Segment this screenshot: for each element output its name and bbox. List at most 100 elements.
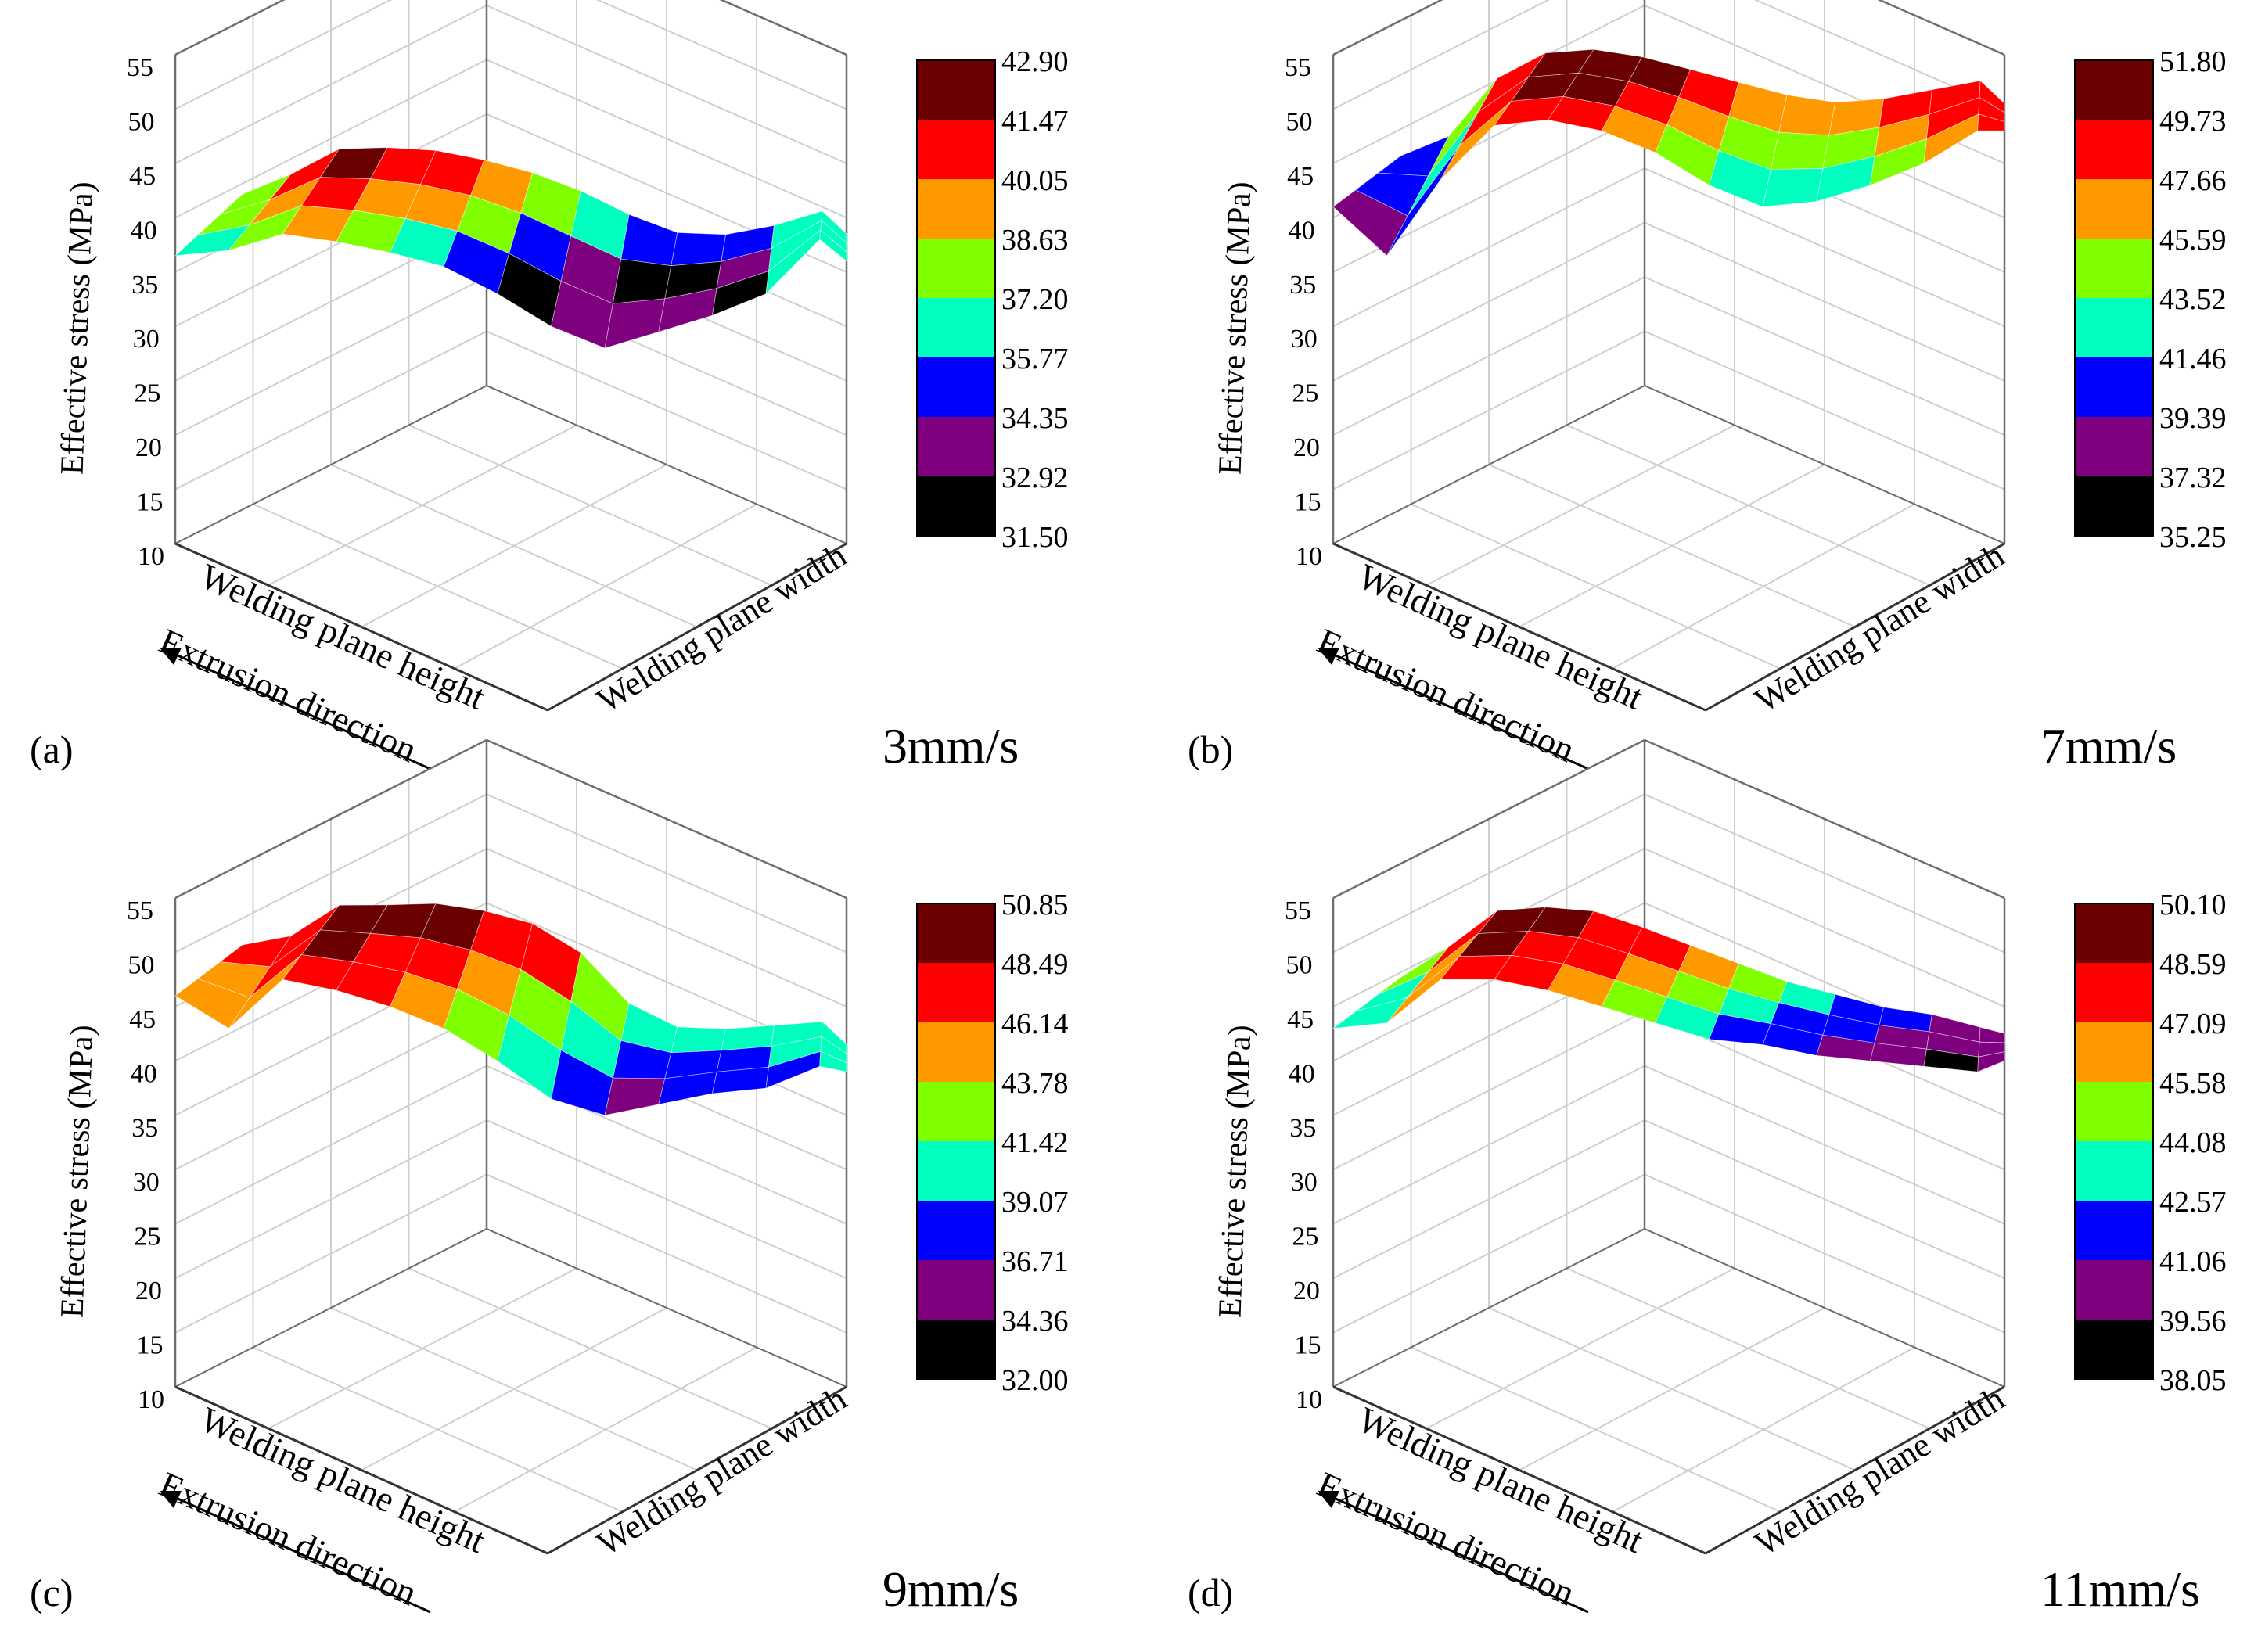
z-tick-label: 40 xyxy=(131,1059,157,1088)
grid-line-floor xyxy=(361,1307,667,1471)
colorbar-swatch xyxy=(2075,1082,2153,1141)
box-edge xyxy=(1332,1385,1706,1555)
z-tick-label: 15 xyxy=(136,488,163,517)
box-edge xyxy=(547,542,847,712)
colorbar-level-label: 50.85 xyxy=(1001,889,1069,921)
z-tick-label: 15 xyxy=(136,1331,163,1360)
colorbar-level-label: 38.63 xyxy=(1001,224,1069,257)
colorbar-level-label: 39.56 xyxy=(2159,1305,2227,1338)
z-tick-label: 25 xyxy=(1292,379,1318,408)
colorbar-swatch xyxy=(917,1022,995,1082)
panel-label: (d) xyxy=(1188,1571,1233,1614)
z-tick-label: 55 xyxy=(1285,53,1311,82)
box-edge xyxy=(1332,738,1645,900)
colorbar-swatch xyxy=(917,1201,995,1260)
grid-line-floor xyxy=(1519,464,1825,628)
colorbar-level-label: 47.09 xyxy=(2159,1007,2227,1040)
colorbar-level-label: 39.39 xyxy=(2159,402,2227,435)
colorbar-level-label: 35.77 xyxy=(1001,343,1069,375)
colorbar-level-label: 41.06 xyxy=(2159,1245,2227,1278)
extrusion-arrow-shaft xyxy=(168,1493,431,1614)
z-tick-label: 45 xyxy=(129,162,156,191)
colorbar-level-label: 42.57 xyxy=(2159,1186,2227,1219)
z-tick-label: 25 xyxy=(134,1223,160,1252)
extrusion-arrow-shaft xyxy=(1326,1493,1589,1614)
colorbar: 50.85 48.49 46.14 43.78 41.42 39.07 36.71 34.36… xyxy=(916,889,1069,1397)
colorbar-level-label: 43.52 xyxy=(2159,283,2227,316)
colorbar-swatch xyxy=(917,476,995,536)
colorbar-swatch xyxy=(917,903,995,963)
z-axis-title: Effective stress (MPa) xyxy=(1212,181,1258,475)
colorbar-swatch xyxy=(917,963,995,1022)
colorbar-level-label: 34.36 xyxy=(1001,1305,1069,1338)
box-edge xyxy=(1332,385,1645,544)
colorbar-level-label: 34.35 xyxy=(1001,402,1069,435)
colorbar-frame xyxy=(2074,903,2154,1380)
z-tick-label: 55 xyxy=(127,896,153,925)
z-tick-label: 45 xyxy=(1287,162,1314,191)
box-edge xyxy=(486,385,847,544)
box-edge xyxy=(174,385,487,544)
colorbar-level-label: 41.47 xyxy=(1001,105,1069,138)
z-tick-label: 20 xyxy=(135,1277,162,1305)
colorbar-swatch xyxy=(2075,1260,2153,1320)
panel-label: (b) xyxy=(1188,727,1233,771)
box-edge xyxy=(1644,385,2005,544)
z-tick-label: 20 xyxy=(1293,433,1320,462)
grid-line-floor xyxy=(361,464,667,628)
grid-line-floor xyxy=(1519,1307,1825,1471)
colorbar-swatch xyxy=(2075,298,2153,357)
colorbar-swatch xyxy=(917,1082,995,1141)
surface-patch xyxy=(819,1050,847,1072)
colorbar-level-label: 49.73 xyxy=(2159,105,2227,138)
box-edge xyxy=(486,738,847,900)
z-tick-label: 45 xyxy=(1287,1005,1314,1034)
grid-line-floor xyxy=(408,424,772,587)
colorbar-swatch xyxy=(2075,120,2153,179)
grid-line-floor xyxy=(1566,1267,1930,1430)
chart-panel-c: 10 15 20 25 30 35 40 45 50 55 Effective stress (MP… xyxy=(30,738,1069,1617)
colorbar-swatch xyxy=(2075,239,2153,298)
z-tick-label: 15 xyxy=(1294,488,1321,517)
z-axis-title: Effective stress (MPa) xyxy=(1212,1024,1258,1318)
box-edge xyxy=(174,738,487,900)
grid-line-floor xyxy=(408,1267,772,1430)
box-edge xyxy=(1877,0,2005,56)
grid-line-floor xyxy=(1566,424,1930,587)
colorbar-swatch xyxy=(917,60,995,120)
colorbar-frame xyxy=(2074,59,2154,537)
extrusion-arrowhead xyxy=(1318,1491,1339,1508)
z-tick-label: 55 xyxy=(127,53,153,82)
box-edge xyxy=(174,542,548,712)
colorbar-level-label: 36.71 xyxy=(1001,1245,1069,1278)
z-tick-label: 20 xyxy=(135,433,162,462)
surface-patch xyxy=(819,229,847,262)
box-edge xyxy=(174,1228,487,1388)
z-tick-label: 45 xyxy=(129,1005,156,1034)
colorbar-swatch xyxy=(2075,903,2153,963)
z-tick-label: 35 xyxy=(1289,1114,1316,1143)
colorbar-level-label: 50.10 xyxy=(2159,889,2227,921)
box-edge xyxy=(174,1385,548,1555)
box-edge xyxy=(174,0,286,56)
surface-mesh xyxy=(174,903,847,1116)
extrusion-arrowhead xyxy=(160,648,182,665)
z-tick-label: 10 xyxy=(138,542,164,571)
z-axis-title: Effective stress (MPa) xyxy=(54,181,100,475)
box-edge xyxy=(1332,0,1443,56)
colorbar-level-label: 42.90 xyxy=(1001,45,1069,78)
grid-line-floor xyxy=(454,1346,757,1513)
colorbar-swatch xyxy=(917,298,995,357)
z-tick-label: 40 xyxy=(1289,216,1315,245)
surface-patch xyxy=(612,258,672,304)
z-tick-label: 50 xyxy=(128,950,155,979)
box-edge xyxy=(1644,738,2005,900)
colorbar-level-label: 47.66 xyxy=(2159,164,2227,197)
colorbar-swatch xyxy=(917,1260,995,1320)
colorbar-swatch xyxy=(2075,1320,2153,1379)
box-edge xyxy=(486,1228,847,1388)
z-axis-title: Effective stress (MPa) xyxy=(54,1024,100,1318)
surface-patch xyxy=(1977,1051,2005,1072)
colorbar-swatch xyxy=(2075,1141,2153,1201)
colorbar: 42.90 41.47 40.05 38.63 37.20 35.77 34.35 32.92… xyxy=(916,45,1069,554)
